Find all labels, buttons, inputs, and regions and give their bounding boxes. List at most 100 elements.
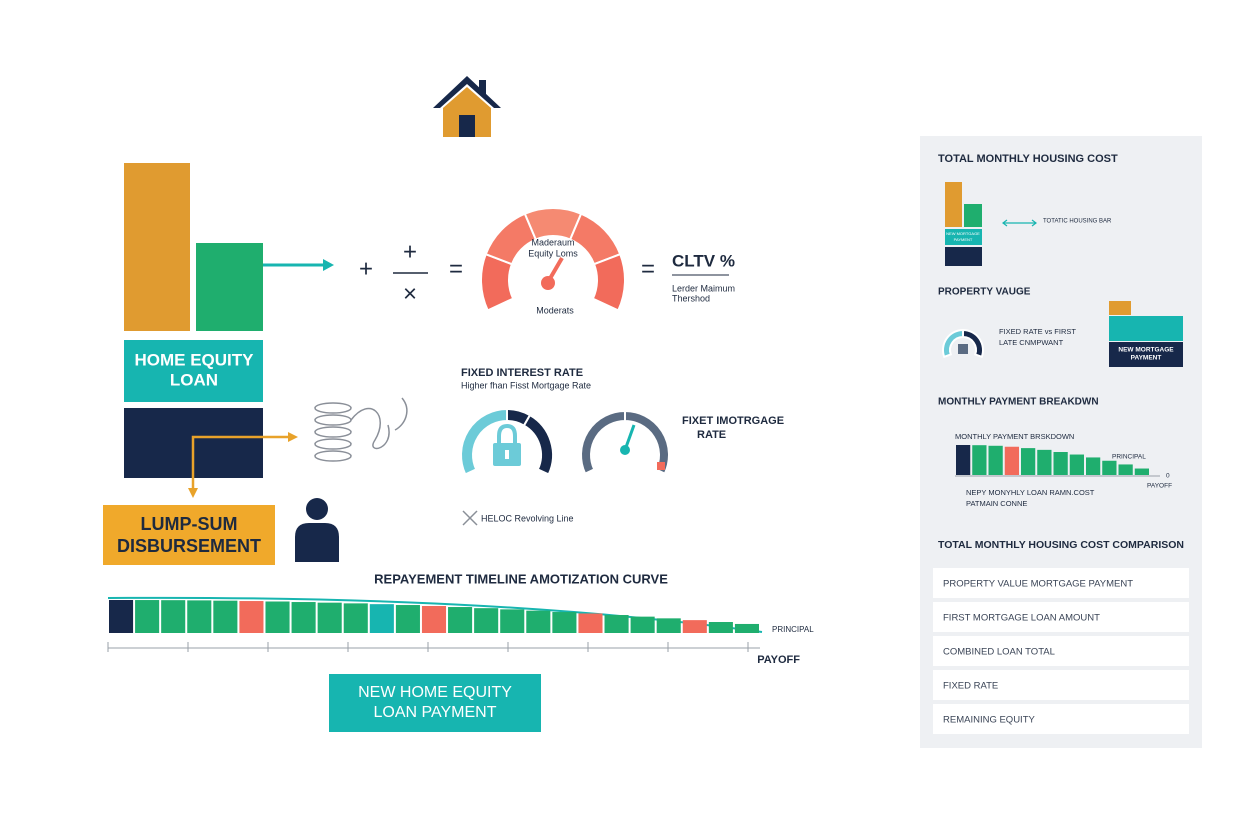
mini-cell: [1021, 448, 1036, 475]
timeline-cell: [187, 600, 212, 633]
gauge-label: Maderaum: [531, 237, 574, 247]
mini-cell: [1118, 464, 1133, 475]
gauge-segment: [522, 413, 554, 476]
button-label: NEW HOME EQUITY: [358, 684, 512, 701]
threshold: Thershod: [672, 293, 710, 303]
mini-gauge: [942, 328, 984, 359]
section-title: TOTAL MONTHLY HOUSING COST COMPARISON: [938, 539, 1184, 551]
gauge-segment: [580, 409, 626, 475]
lock-icon: [493, 423, 521, 466]
lock-gauge: [460, 407, 554, 476]
loan-bar: [196, 243, 263, 331]
timeline-title: REPAYEMENT TIMELINE AMOTIZATION CURVE: [374, 571, 668, 586]
operator: +: [359, 255, 373, 282]
timeline-cell: [343, 603, 368, 633]
timeline-cell: [161, 600, 186, 633]
section-title: PROPERTY VAUGE: [938, 287, 1031, 298]
breakdown-note: NEPY MONYHLY LOAN RAMN.COST: [966, 488, 1095, 497]
house-icon: [433, 76, 501, 137]
timeline-cell: [656, 618, 681, 633]
mini-label: PAYMENT: [954, 237, 973, 242]
operator: +: [403, 238, 417, 265]
timeline-cell: [265, 601, 290, 633]
timeline-cell: [526, 610, 551, 633]
needle-hub: [620, 445, 630, 455]
payoff-label: PAYOFF: [757, 654, 800, 666]
mini-cell: [1037, 449, 1052, 475]
mini-zero: 0: [1166, 473, 1170, 480]
mortgage-gauge: [580, 409, 670, 475]
timeline-cell: [630, 616, 655, 633]
box-label: LUMP-SUM: [141, 514, 238, 534]
rate-title: FIXED INTEREST RATE: [461, 367, 583, 379]
timeline-cell: [708, 622, 733, 633]
gauge-segment: [624, 409, 670, 475]
box-label: DISBURSEMENT: [117, 536, 261, 556]
timeline: [107, 596, 763, 652]
spring-icon: [314, 397, 408, 462]
timeline-cell: [213, 600, 238, 633]
section-title: MONTHLY PAYMENT BREAKDWN: [938, 397, 1099, 408]
timeline-cell: [474, 608, 499, 633]
box-label: LOAN: [170, 370, 218, 389]
mortgage-rate-label: FIXET IMOTRGAGE: [682, 415, 784, 427]
list-label: REMAINING EQUITY: [943, 715, 1036, 726]
threshold: Lerder Maimum: [672, 283, 735, 293]
arrow: [1002, 219, 1037, 227]
timeline-cell: [604, 615, 629, 633]
mini-cell: [972, 445, 987, 475]
button-label: LOAN PAYMENT: [374, 704, 497, 721]
needle-hub: [541, 276, 555, 290]
mini-cell: [1086, 457, 1101, 475]
cltv-result: CLTV %: [672, 251, 735, 270]
mini-cell: [956, 445, 971, 475]
arrow: [188, 432, 298, 498]
comparison-list: PROPERTY VALUE MORTGAGE PAYMENT FIRST MOR…: [933, 568, 1189, 734]
timeline-cell: [578, 613, 603, 633]
mini-cell: [1102, 460, 1117, 475]
list-label: PROPERTY VALUE MORTGAGE PAYMENT: [943, 579, 1133, 590]
timeline-cell: [291, 602, 316, 633]
list-label: COMBINED LOAN TOTAL: [943, 647, 1055, 658]
mini-cell: [988, 445, 1003, 475]
operator: =: [641, 255, 655, 282]
mini-cell: [1053, 452, 1068, 475]
operator: =: [449, 255, 463, 282]
timeline-cell: [734, 623, 759, 633]
mini-payoff: PAYOFF: [1147, 483, 1172, 490]
timeline-cell: [109, 600, 134, 633]
list-item: [933, 568, 1189, 598]
x-icon: [462, 510, 478, 526]
mini-timeline: [955, 445, 1160, 477]
stack-label: NEW MORTGAGE: [1118, 347, 1174, 354]
timeline-cell: [682, 620, 707, 633]
timeline-cell: [369, 604, 394, 633]
mini-cell: [1069, 454, 1084, 475]
marker: [657, 462, 665, 470]
box-label: HOME EQUITY: [134, 350, 254, 369]
heloc-label: HELOC Revolving Line: [481, 513, 574, 523]
panel-title: TOTAL MONTHLY HOUSING COST: [938, 153, 1118, 165]
mini-cell: [1134, 468, 1149, 475]
timeline-cell: [421, 605, 447, 633]
breakdown-note: PATMAIN CONNE: [966, 499, 1027, 508]
list-label: FIRST MORTGAGE LOAN AMOUNT: [943, 613, 1100, 624]
mortgage-rate-label: RATE: [697, 429, 726, 441]
equity-bar: [124, 163, 190, 331]
compare-label: LATE CNMPWANT: [999, 338, 1064, 347]
operator: ×: [403, 280, 417, 307]
stack-label: PAYMENT: [1131, 355, 1162, 362]
arrow: [263, 259, 334, 271]
list-item: [933, 704, 1189, 734]
gauge-label: Equity Loms: [528, 248, 578, 258]
lock: [958, 344, 968, 354]
list-item: [933, 636, 1189, 666]
mini-cell: [1004, 446, 1019, 475]
mini-principal: PRINCIPAL: [1112, 454, 1146, 461]
compare-label: FIXED RATE vs FIRST: [999, 327, 1076, 336]
list-item: [933, 670, 1189, 700]
list-label: FIXED RATE: [943, 681, 998, 692]
mini-bar: [945, 182, 982, 266]
